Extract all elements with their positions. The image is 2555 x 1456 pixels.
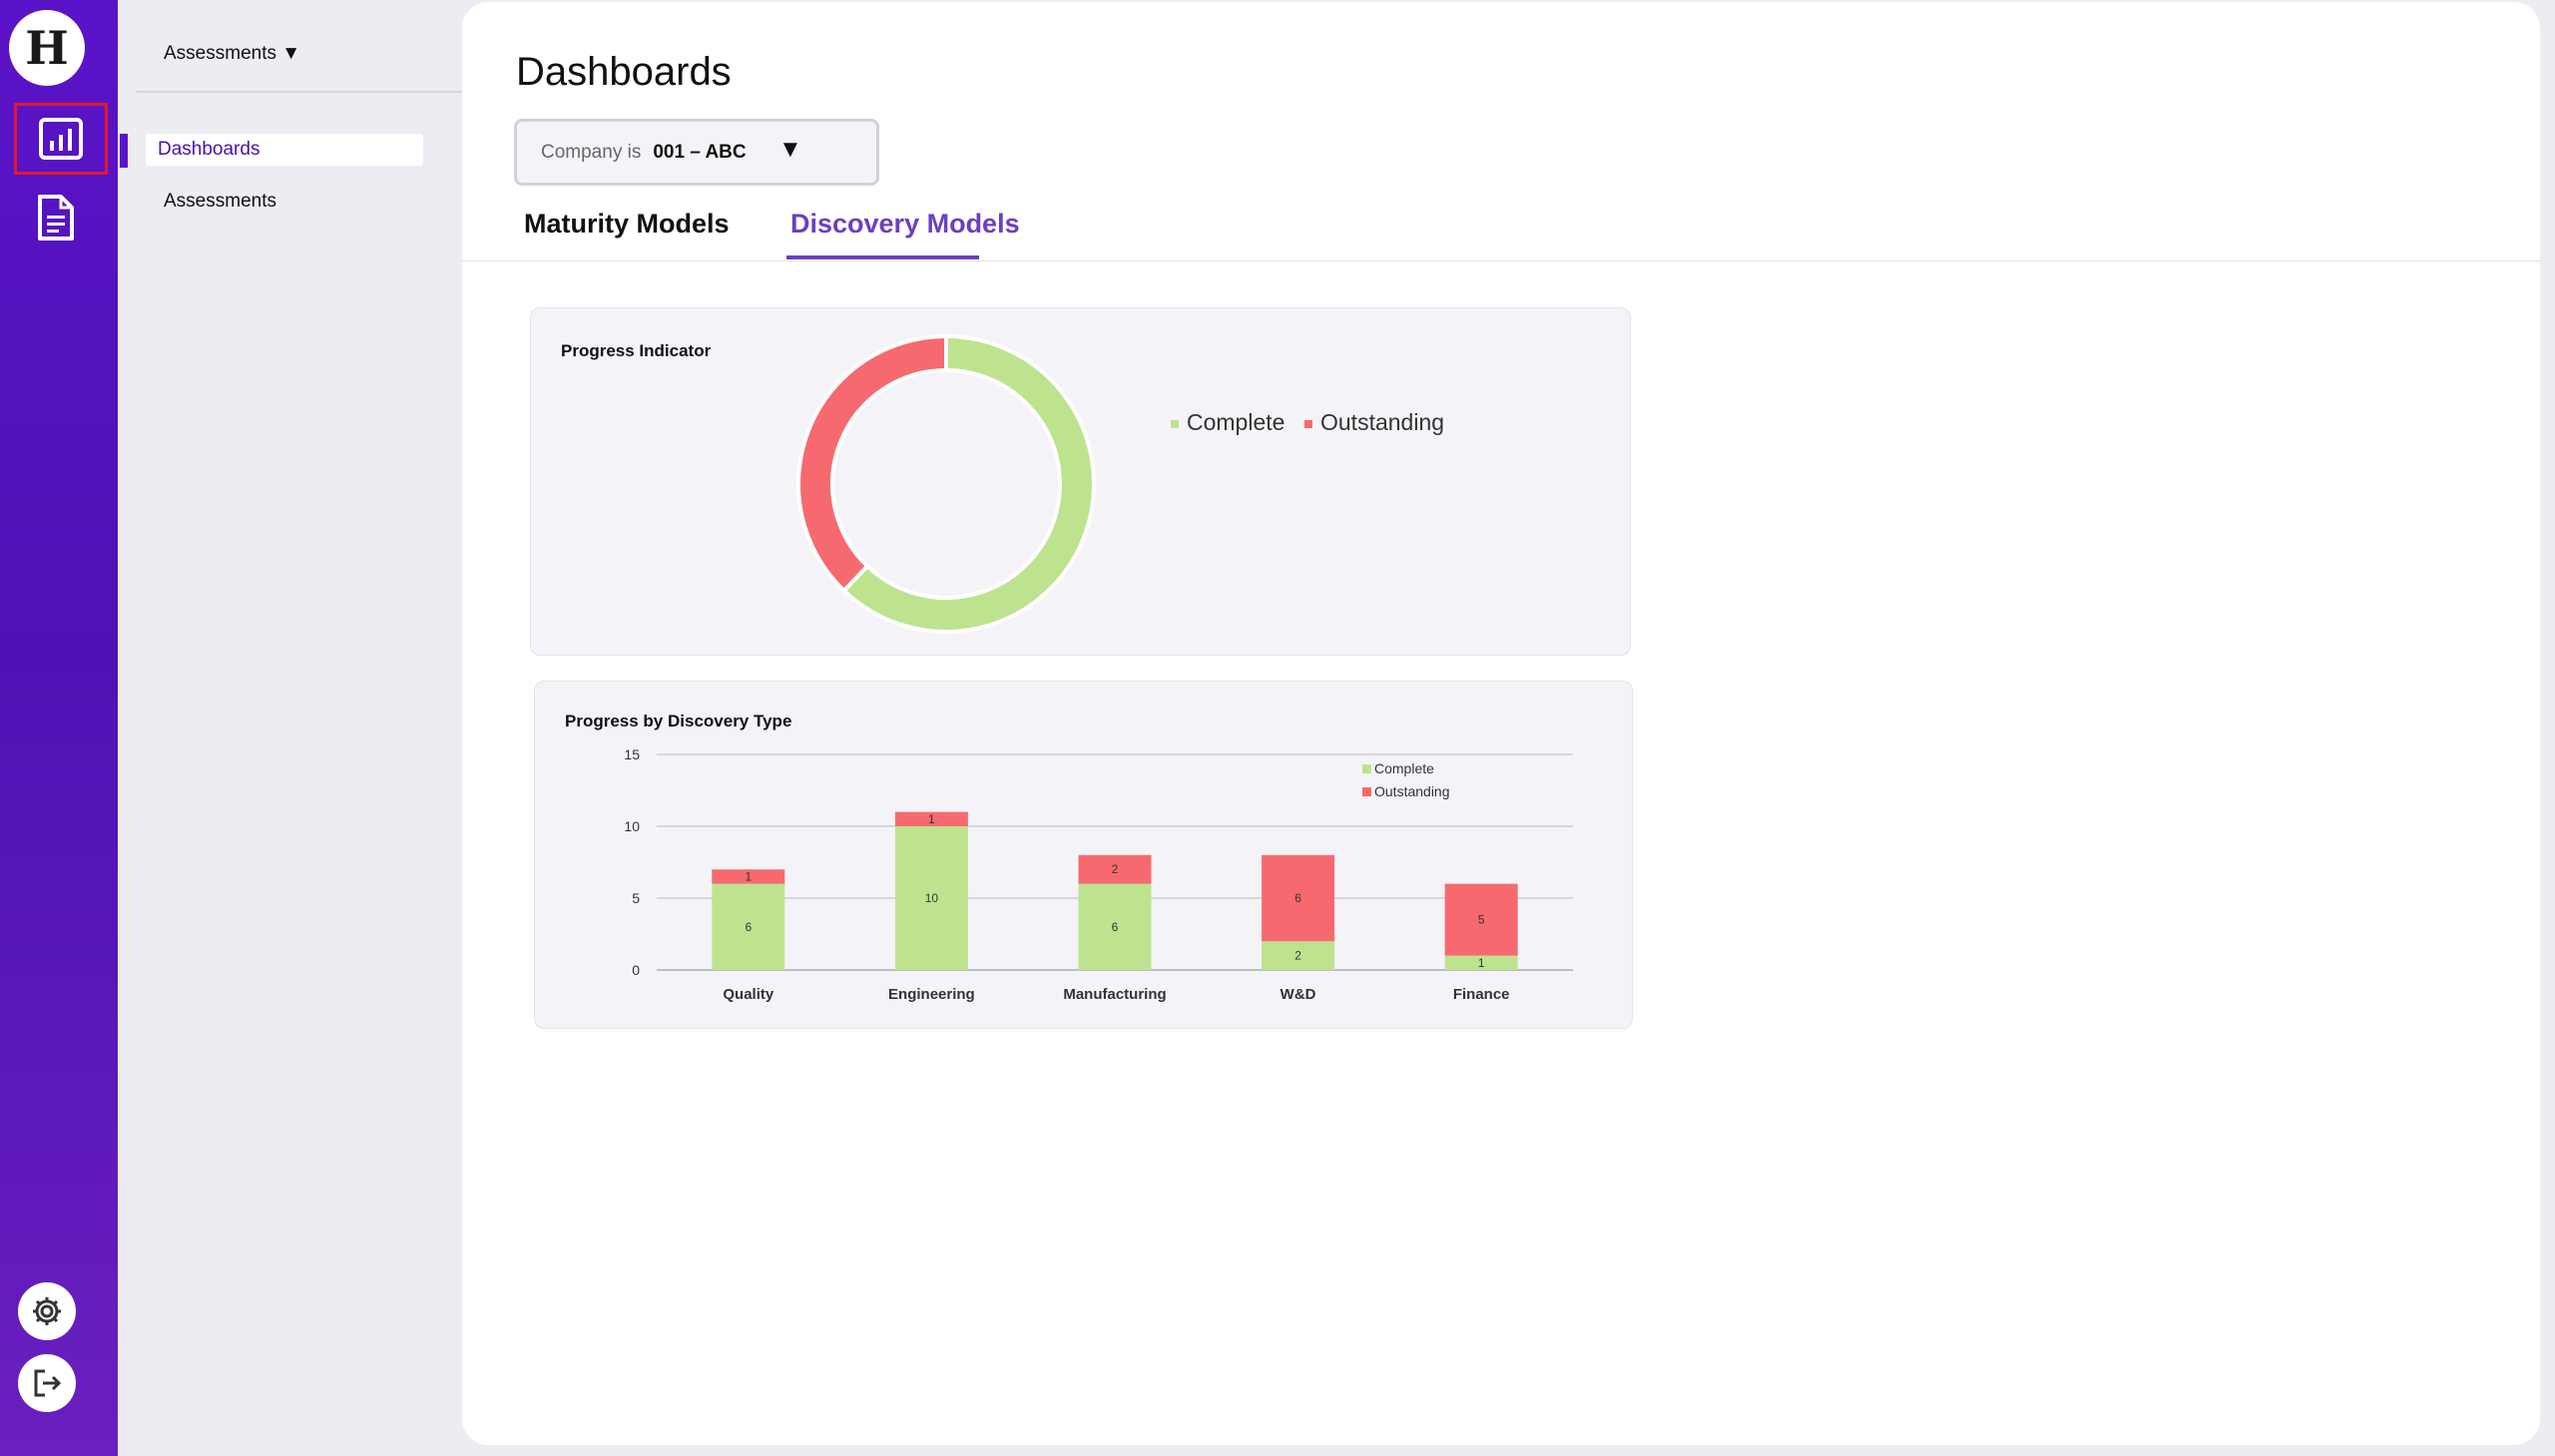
tab-maturity-models[interactable]: Maturity Models: [524, 209, 730, 239]
progress-indicator-card: Progress Indicator Complete Outstanding: [530, 307, 1631, 656]
x-tick-label: Manufacturing: [1063, 986, 1166, 1003]
tab-discovery-models[interactable]: Discovery Models: [790, 209, 1020, 239]
bar-segment-outstanding: [1078, 854, 1152, 884]
legend-label-complete: Complete: [1374, 760, 1434, 776]
bar-segment-outstanding: [1262, 854, 1335, 942]
active-indicator: [120, 134, 128, 168]
logout-icon: [34, 1369, 62, 1397]
data-label: 6: [1112, 920, 1119, 934]
legend-label-outstanding: Outstanding: [1374, 783, 1450, 799]
document-icon: [38, 195, 74, 241]
tab-divider: [462, 260, 2540, 261]
chevron-down-icon[interactable]: ▼: [778, 136, 802, 163]
app-logo[interactable]: H: [9, 10, 85, 86]
x-tick-label: W&D: [1280, 986, 1316, 1003]
bar-segment-complete: [894, 826, 968, 970]
rail-documents-button[interactable]: [24, 188, 88, 247]
logout-button[interactable]: [18, 1354, 76, 1412]
chart-title: Progress by Discovery Type: [565, 712, 792, 730]
bar-segment-outstanding: [1444, 883, 1518, 956]
legend-swatch-complete: [1171, 420, 1179, 428]
logo-letter: H: [25, 21, 69, 75]
donut-slice-outstanding: [796, 333, 948, 594]
progress-by-type-card: Progress by Discovery Type 0 5 10 15 6 1 Quali…: [534, 681, 1633, 1029]
bar-segment-outstanding: [894, 811, 968, 826]
data-label: 2: [1112, 862, 1119, 876]
stacked-bar-chart: 05101561Quality101Engineering62Manufactu…: [624, 746, 1573, 1003]
donut-slice-complete: [840, 333, 1096, 634]
subnav-divider: [136, 91, 462, 93]
y-tick-label: 15: [624, 746, 640, 762]
donut-chart: Complete Outstanding: [796, 333, 1444, 634]
filter-label: Company is: [541, 141, 642, 163]
bar-segment-complete: [1078, 883, 1152, 970]
secondary-sidebar: Assessments ▼ Dashboards Assessments: [118, 0, 462, 1456]
data-label: 1: [745, 869, 752, 883]
app-rail: H: [0, 0, 118, 1456]
chart-title: Progress Indicator: [561, 341, 712, 360]
filter-value: 001 – ABC: [653, 141, 747, 163]
x-tick-label: Engineering: [888, 986, 975, 1003]
active-tab-underline: [786, 255, 979, 259]
x-tick-label: Finance: [1453, 986, 1510, 1003]
subnav-item-assessments[interactable]: Assessments: [164, 191, 276, 212]
bar-segment-complete: [1444, 955, 1518, 970]
data-label: 1: [928, 812, 935, 826]
legend-label-outstanding: Outstanding: [1320, 409, 1444, 435]
data-label: 10: [925, 891, 939, 905]
subnav-header-dropdown[interactable]: Assessments ▼: [164, 43, 301, 64]
rail-dashboards-button[interactable]: [14, 103, 108, 175]
legend-swatch-outstanding: [1304, 420, 1312, 428]
x-tick-label: Quality: [723, 986, 774, 1003]
data-label: 6: [745, 920, 752, 934]
bar-segment-outstanding: [712, 869, 785, 884]
page-title: Dashboards: [516, 50, 732, 94]
data-label: 1: [1478, 956, 1485, 970]
settings-button[interactable]: [18, 1282, 76, 1340]
company-filter[interactable]: Company is 001 – ABC ▼: [514, 119, 879, 186]
legend-swatch-complete: [1362, 764, 1371, 773]
gear-icon: [33, 1297, 61, 1325]
y-tick-label: 10: [624, 818, 640, 834]
main-panel: Dashboards Company is 001 – ABC ▼ Maturi…: [462, 2, 2540, 1445]
bar-segment-complete: [1262, 941, 1335, 970]
legend-label-complete: Complete: [1187, 409, 1284, 435]
bar-segment-complete: [712, 883, 785, 970]
y-tick-label: 0: [632, 962, 640, 978]
legend-swatch-outstanding: [1362, 787, 1371, 796]
bar-chart-icon: [39, 118, 83, 160]
data-label: 2: [1294, 949, 1301, 963]
data-label: 5: [1478, 913, 1485, 927]
data-label: 6: [1294, 891, 1301, 905]
subnav-item-dashboards[interactable]: Dashboards: [146, 134, 423, 166]
y-tick-label: 5: [632, 890, 640, 906]
